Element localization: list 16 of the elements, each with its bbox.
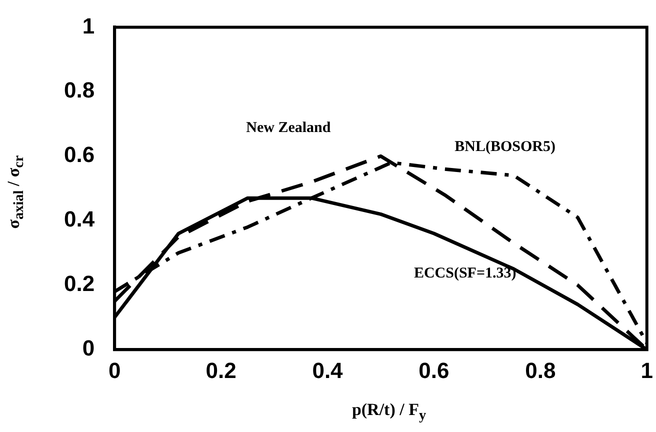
x-tick-label: 1 <box>640 358 654 383</box>
y-tick-label: 0.2 <box>64 271 95 296</box>
x-axis-title: p(R/t) / F$_{y}$ <box>350 400 428 424</box>
y-tick-label: 0.6 <box>64 142 95 168</box>
x-tick-label: 0.8 <box>525 358 556 383</box>
y-tick-label: 0.4 <box>64 206 96 232</box>
x-tick-label: 0.4 <box>312 358 344 383</box>
series-label: ECCS(SF=1.33) <box>414 265 516 282</box>
x-tick-label: 0 <box>108 358 121 383</box>
x-tick-label: 0.6 <box>418 358 450 383</box>
y-tick-label: 1 <box>82 13 95 38</box>
y-tick-label: 0 <box>82 336 95 361</box>
y-tick-label: 0.8 <box>64 78 95 103</box>
series-label: BNL(BOSOR5) <box>454 138 556 155</box>
text: New Zealand <box>246 120 332 136</box>
x-tick-label: 0.2 <box>206 358 236 383</box>
